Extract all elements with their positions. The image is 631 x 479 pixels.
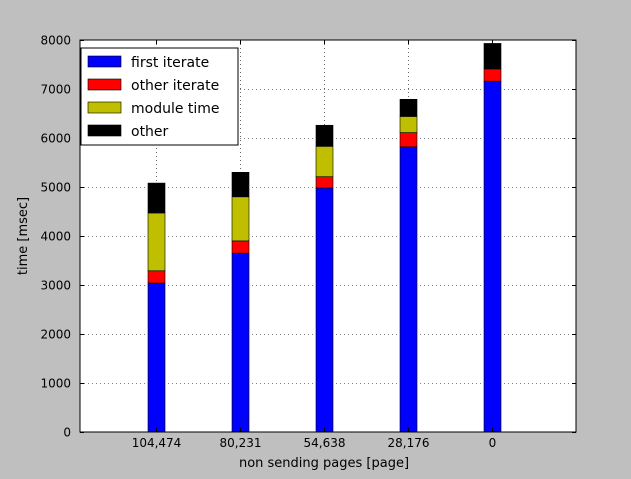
bar-segment-other <box>315 124 334 147</box>
bar-segment-first-iterate <box>315 187 334 433</box>
legend: first iterate other iterate module time oth… <box>80 47 239 146</box>
bar-segment-other-iterate <box>147 270 166 284</box>
legend-label: first iterate <box>131 55 209 71</box>
bar-segment-module-time <box>315 146 334 178</box>
bar-segment-first-iterate <box>231 252 250 433</box>
y-tick-label: 5000 <box>40 181 71 195</box>
legend-label: other iterate <box>131 78 219 94</box>
bar-segment-module-time <box>399 116 418 133</box>
y-tick-label: 4000 <box>40 230 71 244</box>
x-tick-label: 54,638 <box>304 436 346 450</box>
y-tick-label: 8000 <box>40 34 71 48</box>
axis-ticks: 0 1000 2000 3000 4000 5000 6000 7000 8000 104,474… <box>40 34 576 450</box>
bar-segment-module-time <box>147 212 166 272</box>
legend-swatch <box>87 55 122 68</box>
y-tick-label: 3000 <box>40 279 71 293</box>
y-tick-label: 2000 <box>40 328 71 342</box>
legend-swatch <box>87 78 122 91</box>
x-tick-label: 104,474 <box>132 436 182 450</box>
bar-segment-other-iterate <box>231 240 250 254</box>
y-tick-label: 0 <box>63 426 71 440</box>
bar-segment-other-iterate <box>399 132 418 148</box>
legend-label: module time <box>131 101 220 117</box>
legend-label: other <box>131 124 169 140</box>
legend-swatch <box>87 101 122 114</box>
x-tick-label: 80,231 <box>220 436 262 450</box>
x-tick-label: 28,176 <box>388 436 430 450</box>
bar-segment-other <box>399 98 418 117</box>
y-tick-label: 6000 <box>40 132 71 146</box>
bar-segment-first-iterate <box>483 80 502 433</box>
x-axis-label: non sending pages [page] <box>239 456 409 471</box>
bar-segment-other-iterate <box>483 68 502 82</box>
bar-segment-other <box>147 182 166 214</box>
y-tick-label: 1000 <box>40 377 71 391</box>
bar-segment-other <box>231 172 250 198</box>
y-tick-label: 7000 <box>40 83 71 97</box>
bars <box>147 43 502 433</box>
bar-segment-module-time <box>231 196 250 242</box>
bar-segment-other <box>483 43 502 70</box>
y-axis-label: time [msec] <box>16 197 31 275</box>
x-tick-label: 0 <box>489 436 497 450</box>
legend-swatch <box>87 124 122 137</box>
bar-segment-first-iterate <box>399 146 418 433</box>
bar-segment-other-iterate <box>315 176 334 189</box>
bar-segment-first-iterate <box>147 282 166 433</box>
